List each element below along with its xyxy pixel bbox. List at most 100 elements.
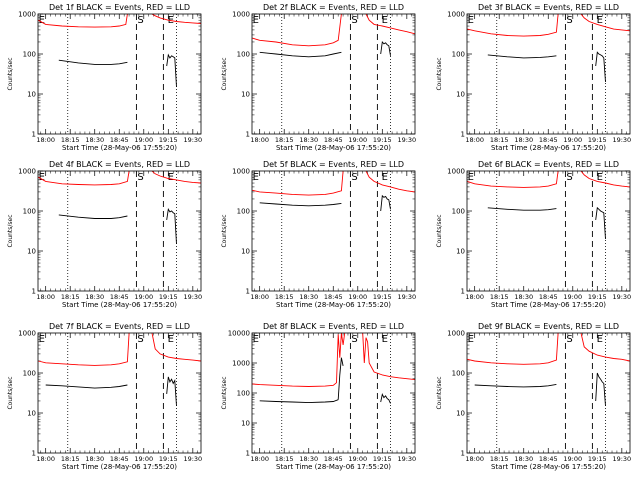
chart-title: Det 5f BLACK = Events, RED = LLD: [263, 160, 404, 169]
chart-title: Det 2f BLACK = Events, RED = LLD: [263, 3, 404, 12]
marker-label-e: E: [168, 334, 174, 345]
series-group: [38, 333, 201, 407]
lld-series-line: [467, 14, 559, 37]
marker-label-e: E: [597, 172, 603, 183]
plot-frame: [251, 332, 416, 454]
plot-frame: [37, 332, 202, 454]
chart-panel-2: Det 2f BLACK = Events, RED = LLD Counts/s…: [221, 3, 416, 152]
x-tick-label: 18:15: [490, 455, 509, 463]
marker-label-e: E: [253, 172, 259, 183]
x-tick-label: 18:00: [250, 293, 269, 301]
marker-label-s: S: [566, 172, 572, 183]
y-tick-label: 1: [461, 450, 465, 458]
y-tick-label: 10: [241, 420, 250, 428]
x-tick-label: 18:15: [61, 455, 80, 463]
events-series-line: [337, 357, 344, 400]
lld-series-line: [151, 333, 201, 362]
x-tick-label: 19:15: [373, 455, 392, 463]
y-tick-label: 1000: [447, 168, 465, 176]
y-tick-label: 100: [23, 208, 36, 216]
x-tick-label: 18:00: [36, 455, 55, 463]
events-series-line: [380, 194, 391, 212]
y-tick-label: 1: [32, 288, 36, 296]
marker-label-e: E: [382, 334, 388, 345]
y-tick-label: 10000: [228, 330, 250, 338]
y-tick-label: 1: [32, 131, 36, 139]
lld-series-line: [38, 14, 128, 28]
marker-label-s: S: [351, 334, 357, 345]
x-tick-label: 19:15: [373, 293, 392, 301]
chart-title: Det 9f BLACK = Events, RED = LLD: [478, 322, 619, 331]
x-tick-label: 18:15: [490, 136, 509, 144]
marker-label-e: E: [168, 172, 174, 183]
marker-label-s: S: [137, 334, 143, 345]
chart-panel-9: Det 9f BLACK = Events, RED = LLD Counts/s…: [436, 322, 631, 471]
marker-label-s: S: [566, 334, 572, 345]
events-series-line: [259, 51, 342, 58]
x-tick-label: 18:45: [110, 136, 129, 144]
x-tick-label: 19:30: [183, 293, 202, 301]
y-tick-label: 1: [246, 288, 250, 296]
events-series-line: [595, 372, 606, 407]
x-tick-label: 18:45: [110, 293, 129, 301]
events-series-line: [595, 206, 606, 240]
x-tick-label: 19:15: [588, 455, 607, 463]
x-tick-label: 18:45: [324, 293, 343, 301]
marker-label-e: E: [597, 15, 603, 26]
x-tick-label: 18:15: [275, 455, 294, 463]
chart-panel-4: Det 4f BLACK = Events, RED = LLD Counts/s…: [7, 160, 202, 309]
lld-series-line: [580, 14, 630, 32]
x-axis-label: Start Time (28-May-06 17:55:20): [276, 463, 391, 471]
marker-label-e: E: [253, 15, 259, 26]
x-tick-label: 19:30: [612, 136, 631, 144]
x-tick-label: 19:30: [397, 455, 416, 463]
x-tick-label: 18:30: [85, 293, 104, 301]
x-tick-label: 18:00: [465, 293, 484, 301]
x-tick-label: 18:30: [299, 455, 318, 463]
marker-label-s: S: [137, 172, 143, 183]
lld-series-line: [38, 171, 130, 186]
marker-label-s: S: [351, 15, 357, 26]
x-tick-label: 18:15: [61, 293, 80, 301]
x-tick-label: 19:00: [134, 136, 153, 144]
marker-label-s: S: [137, 15, 143, 26]
y-tick-label: 100: [237, 390, 250, 398]
x-tick-label: 18:15: [275, 136, 294, 144]
x-tick-label: 19:00: [563, 455, 582, 463]
events-series-line: [45, 384, 128, 389]
chart-panel-3: Det 3f BLACK = Events, RED = LLD Counts/s…: [436, 3, 631, 152]
x-axis-label: Start Time (28-May-06 17:55:20): [276, 144, 391, 152]
x-tick-label: 18:30: [514, 293, 533, 301]
plot-frame: [466, 332, 631, 454]
x-tick-label: 19:15: [159, 136, 178, 144]
chart-title: Det 3f BLACK = Events, RED = LLD: [478, 3, 619, 12]
x-tick-label: 18:00: [250, 455, 269, 463]
y-tick-label: 10: [27, 91, 36, 99]
x-tick-label: 18:30: [299, 293, 318, 301]
y-tick-label: 10: [27, 410, 36, 418]
lld-series-line: [252, 333, 346, 387]
y-tick-label: 1: [461, 288, 465, 296]
chart-title: Det 6f BLACK = Events, RED = LLD: [478, 160, 619, 169]
y-tick-label: 100: [23, 370, 36, 378]
x-tick-label: 19:00: [563, 136, 582, 144]
x-tick-label: 19:30: [183, 455, 202, 463]
lld-series-line: [365, 171, 415, 193]
x-tick-label: 18:00: [36, 136, 55, 144]
marker-label-e: E: [468, 334, 474, 345]
x-tick-label: 18:15: [61, 136, 80, 144]
x-tick-label: 18:00: [465, 455, 484, 463]
plot-frame: [251, 13, 416, 135]
x-tick-label: 18:15: [490, 293, 509, 301]
x-tick-label: 18:30: [85, 455, 104, 463]
plot-frame: [37, 170, 202, 292]
x-tick-label: 19:30: [612, 293, 631, 301]
x-axis-label: Start Time (28-May-06 17:55:20): [62, 301, 177, 309]
y-tick-label: 10: [456, 91, 465, 99]
x-tick-label: 18:30: [85, 136, 104, 144]
marker-label-e: E: [597, 334, 603, 345]
marker-label-s: S: [566, 15, 572, 26]
y-tick-label: 1000: [447, 330, 465, 338]
y-tick-label: 1000: [18, 330, 36, 338]
